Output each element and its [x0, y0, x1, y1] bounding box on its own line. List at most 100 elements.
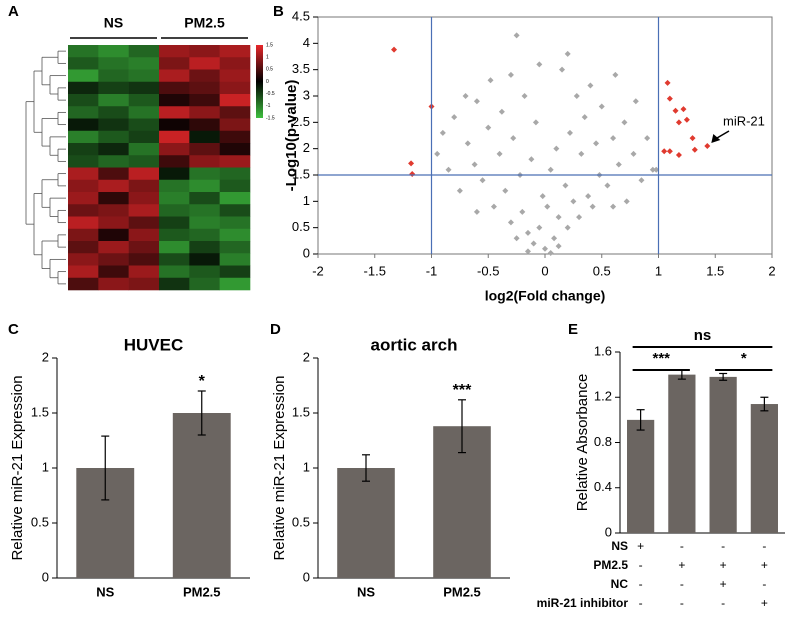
- data-point: [496, 150, 503, 157]
- heatmap-cell: [159, 130, 190, 144]
- heatmap-cell: [159, 204, 190, 217]
- heatmap-cell: [189, 81, 220, 95]
- data-point: [409, 170, 416, 177]
- data-point: [562, 182, 569, 189]
- condition-sign: -: [639, 596, 643, 610]
- data-point: [487, 77, 494, 84]
- y-tick-label: 4.5: [292, 8, 310, 23]
- data-point: [532, 119, 539, 126]
- heatmap-cell: [189, 277, 220, 291]
- heatmap-cell: [68, 57, 99, 70]
- condition-sign: +: [720, 558, 727, 572]
- data-point: [570, 198, 577, 205]
- heatmap-cell: [98, 69, 129, 83]
- condition-sign: +: [720, 577, 727, 591]
- heatmap-cell: [219, 192, 251, 205]
- condition-sign: -: [762, 577, 766, 591]
- heatmap-cell: [189, 143, 220, 156]
- heatmap-cell: [219, 265, 251, 279]
- y-tick-label: 1.5: [31, 404, 49, 419]
- data-point: [544, 203, 551, 210]
- data-point: [524, 229, 531, 236]
- data-point: [704, 143, 711, 150]
- heatmap-cell: [98, 130, 129, 144]
- colorbar-tick-label: -0.5: [266, 91, 275, 97]
- condition-sign: -: [680, 539, 684, 553]
- heatmap-cell: [128, 241, 160, 254]
- heatmap-cell: [159, 45, 190, 58]
- heatmap-cell: [219, 81, 251, 95]
- data-point: [610, 135, 617, 142]
- significance: ***: [652, 350, 670, 367]
- bar: [668, 374, 696, 533]
- heatmap-cell: [128, 253, 160, 266]
- data-point: [610, 203, 617, 210]
- heatmap-cell: [98, 106, 129, 119]
- panel-letter: D: [270, 321, 281, 338]
- condition-sign: -: [721, 596, 725, 610]
- bar: [709, 376, 737, 533]
- data-point: [490, 203, 497, 210]
- x-tick-label: NS: [96, 584, 114, 599]
- data-point: [649, 166, 656, 173]
- heatmap-cell: [159, 277, 190, 291]
- heatmap-cell: [189, 265, 220, 279]
- heatmap-cell: [128, 167, 160, 181]
- y-tick-label: 0: [303, 245, 310, 260]
- bar: [337, 468, 395, 578]
- annotation-arrowhead: [711, 134, 721, 144]
- data-point: [528, 156, 535, 163]
- data-point: [672, 107, 679, 114]
- heatmap-cell: [68, 204, 99, 217]
- heatmap-cell: [98, 179, 129, 193]
- y-tick-label: 1.5: [292, 166, 310, 181]
- y-tick-label: 0.5: [292, 514, 310, 529]
- annotation: miR-21: [723, 113, 765, 128]
- data-point: [530, 240, 537, 247]
- heatmap-cell: [219, 57, 251, 70]
- heatmap-cell: [159, 57, 190, 70]
- y-tick-label: 1.6: [594, 343, 612, 358]
- heatmap-cell: [68, 94, 99, 107]
- data-point: [513, 235, 520, 242]
- heatmap-cell: [219, 179, 251, 193]
- condition-sign: -: [639, 558, 643, 572]
- heatmap-cell: [189, 241, 220, 254]
- data-point: [621, 119, 628, 126]
- data-point: [473, 208, 480, 215]
- y-tick-label: 0.5: [31, 514, 49, 529]
- heatmap-cell: [159, 179, 190, 193]
- data-point: [589, 203, 596, 210]
- y-tick-label: 0: [605, 524, 612, 539]
- y-tick-label: 2: [42, 349, 49, 364]
- data-point: [623, 198, 630, 205]
- x-tick-label: 0: [541, 263, 548, 278]
- data-point: [542, 245, 548, 252]
- data-point: [638, 177, 645, 184]
- x-tick-label: -1.5: [364, 263, 386, 278]
- bar: [627, 419, 655, 533]
- condition-sign: -: [680, 596, 684, 610]
- heatmap-cell: [219, 94, 251, 107]
- heatmap-cell: [159, 143, 190, 156]
- x-tick-label: 1.5: [706, 263, 724, 278]
- heatmap-cell: [159, 192, 190, 205]
- heatmap-cell: [189, 192, 220, 205]
- heatmap-cell: [68, 69, 99, 83]
- data-point: [507, 219, 514, 226]
- data-point: [551, 235, 558, 242]
- significance: ***: [453, 382, 472, 399]
- heatmap-cell: [159, 118, 190, 132]
- heatmap-cell: [68, 228, 99, 242]
- data-point: [462, 93, 469, 99]
- heatmap-cell: [68, 106, 99, 119]
- data-point: [445, 166, 452, 173]
- y-tick-label: 3: [303, 87, 310, 102]
- heatmap-cell: [219, 204, 251, 217]
- data-point: [644, 135, 651, 142]
- x-tick-label: NS: [357, 584, 375, 599]
- heatmap-cell: [159, 228, 190, 242]
- heatmap-cell: [128, 277, 160, 291]
- data-point: [564, 50, 571, 57]
- heatmap-cell: [128, 130, 160, 144]
